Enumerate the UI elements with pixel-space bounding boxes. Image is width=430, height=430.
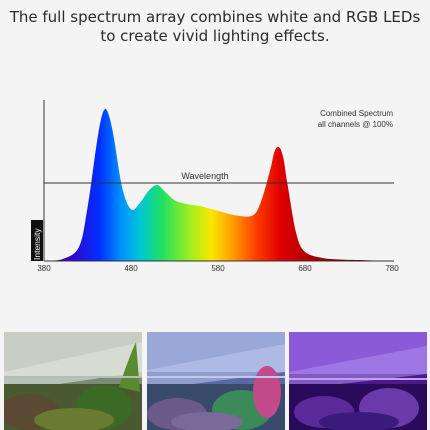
spectrum-chart: Wavelength Intensity Combined Spectrum a… — [31, 100, 399, 273]
x-tick-label: 580 — [211, 264, 225, 273]
x-tick-label: 780 — [385, 264, 399, 273]
legend-line-2: all channels @ 100% — [318, 120, 393, 129]
x-tick-labels: 380 480 580 680 780 — [37, 264, 399, 273]
rgb-light-aquarium-photo — [147, 332, 285, 430]
x-tick-label: 680 — [298, 264, 312, 273]
y-axis-label: Intensity — [32, 228, 42, 260]
spectrum-area — [44, 108, 392, 261]
x-tick-label: 480 — [124, 264, 138, 273]
headline: The full spectrum array combines white a… — [0, 8, 430, 46]
purple-light-aquarium-photo — [289, 332, 427, 430]
x-axis-label: Wavelength — [181, 171, 228, 181]
headline-line-2: to create vivid lighting effects. — [100, 27, 330, 45]
x-tick-label: 380 — [37, 264, 51, 273]
white-light-aquarium-photo — [4, 332, 142, 430]
legend-line-1: Combined Spectrum — [320, 109, 393, 118]
headline-line-1: The full spectrum array combines white a… — [9, 8, 421, 26]
y-axis-label-bg — [31, 220, 43, 261]
